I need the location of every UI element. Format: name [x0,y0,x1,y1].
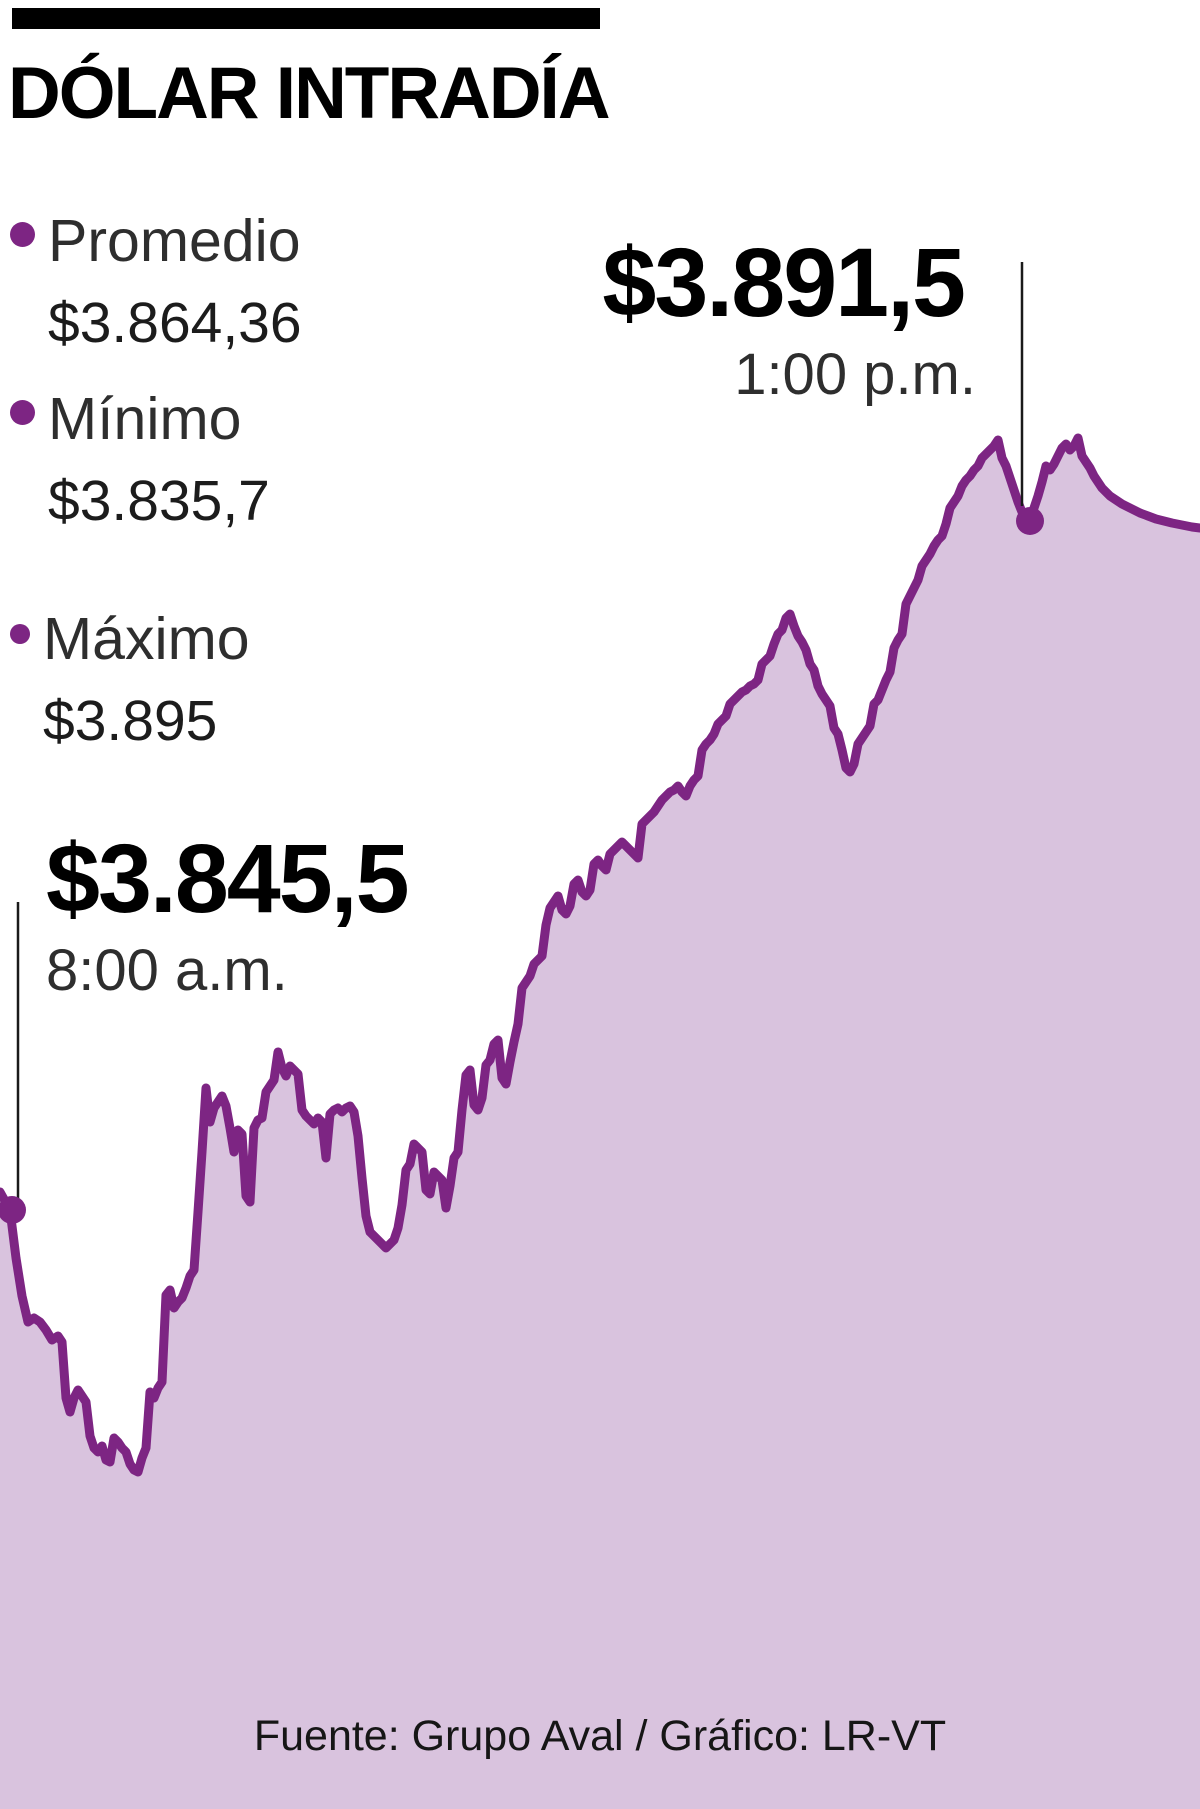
stat-label: Promedio [48,208,301,274]
page-title: DÓLAR INTRADÍA [8,53,611,134]
close-price: $3.891,5 [602,228,966,337]
annotation-close-price: $3.891,5 1:00 p.m. [602,228,976,409]
stat-value: $3.835,7 [48,468,270,533]
stat-value: $3.895 [43,688,218,753]
bullet-icon [10,624,30,644]
source-credit: Fuente: Grupo Aval / Gráfico: LR-VT [253,1712,947,1760]
stat-minimo: Mínimo $3.835,7 [10,378,270,542]
stat-maximo: Máximo $3.895 [10,598,250,762]
stat-value: $3.864,36 [48,290,302,355]
title-rule [12,8,600,29]
stat-promedio: Promedio $3.864,36 [10,200,302,364]
open-time: 8:00 a.m. [46,937,288,1003]
stat-label: Máximo [43,606,250,672]
stat-label: Mínimo [48,386,242,452]
open-price: $3.845,5 [46,824,410,933]
annotation-open-price: $3.845,5 8:00 a.m. [46,824,410,1005]
close-time: 1:00 p.m. [734,341,976,407]
bullet-icon [10,222,35,247]
bullet-icon [10,400,35,425]
